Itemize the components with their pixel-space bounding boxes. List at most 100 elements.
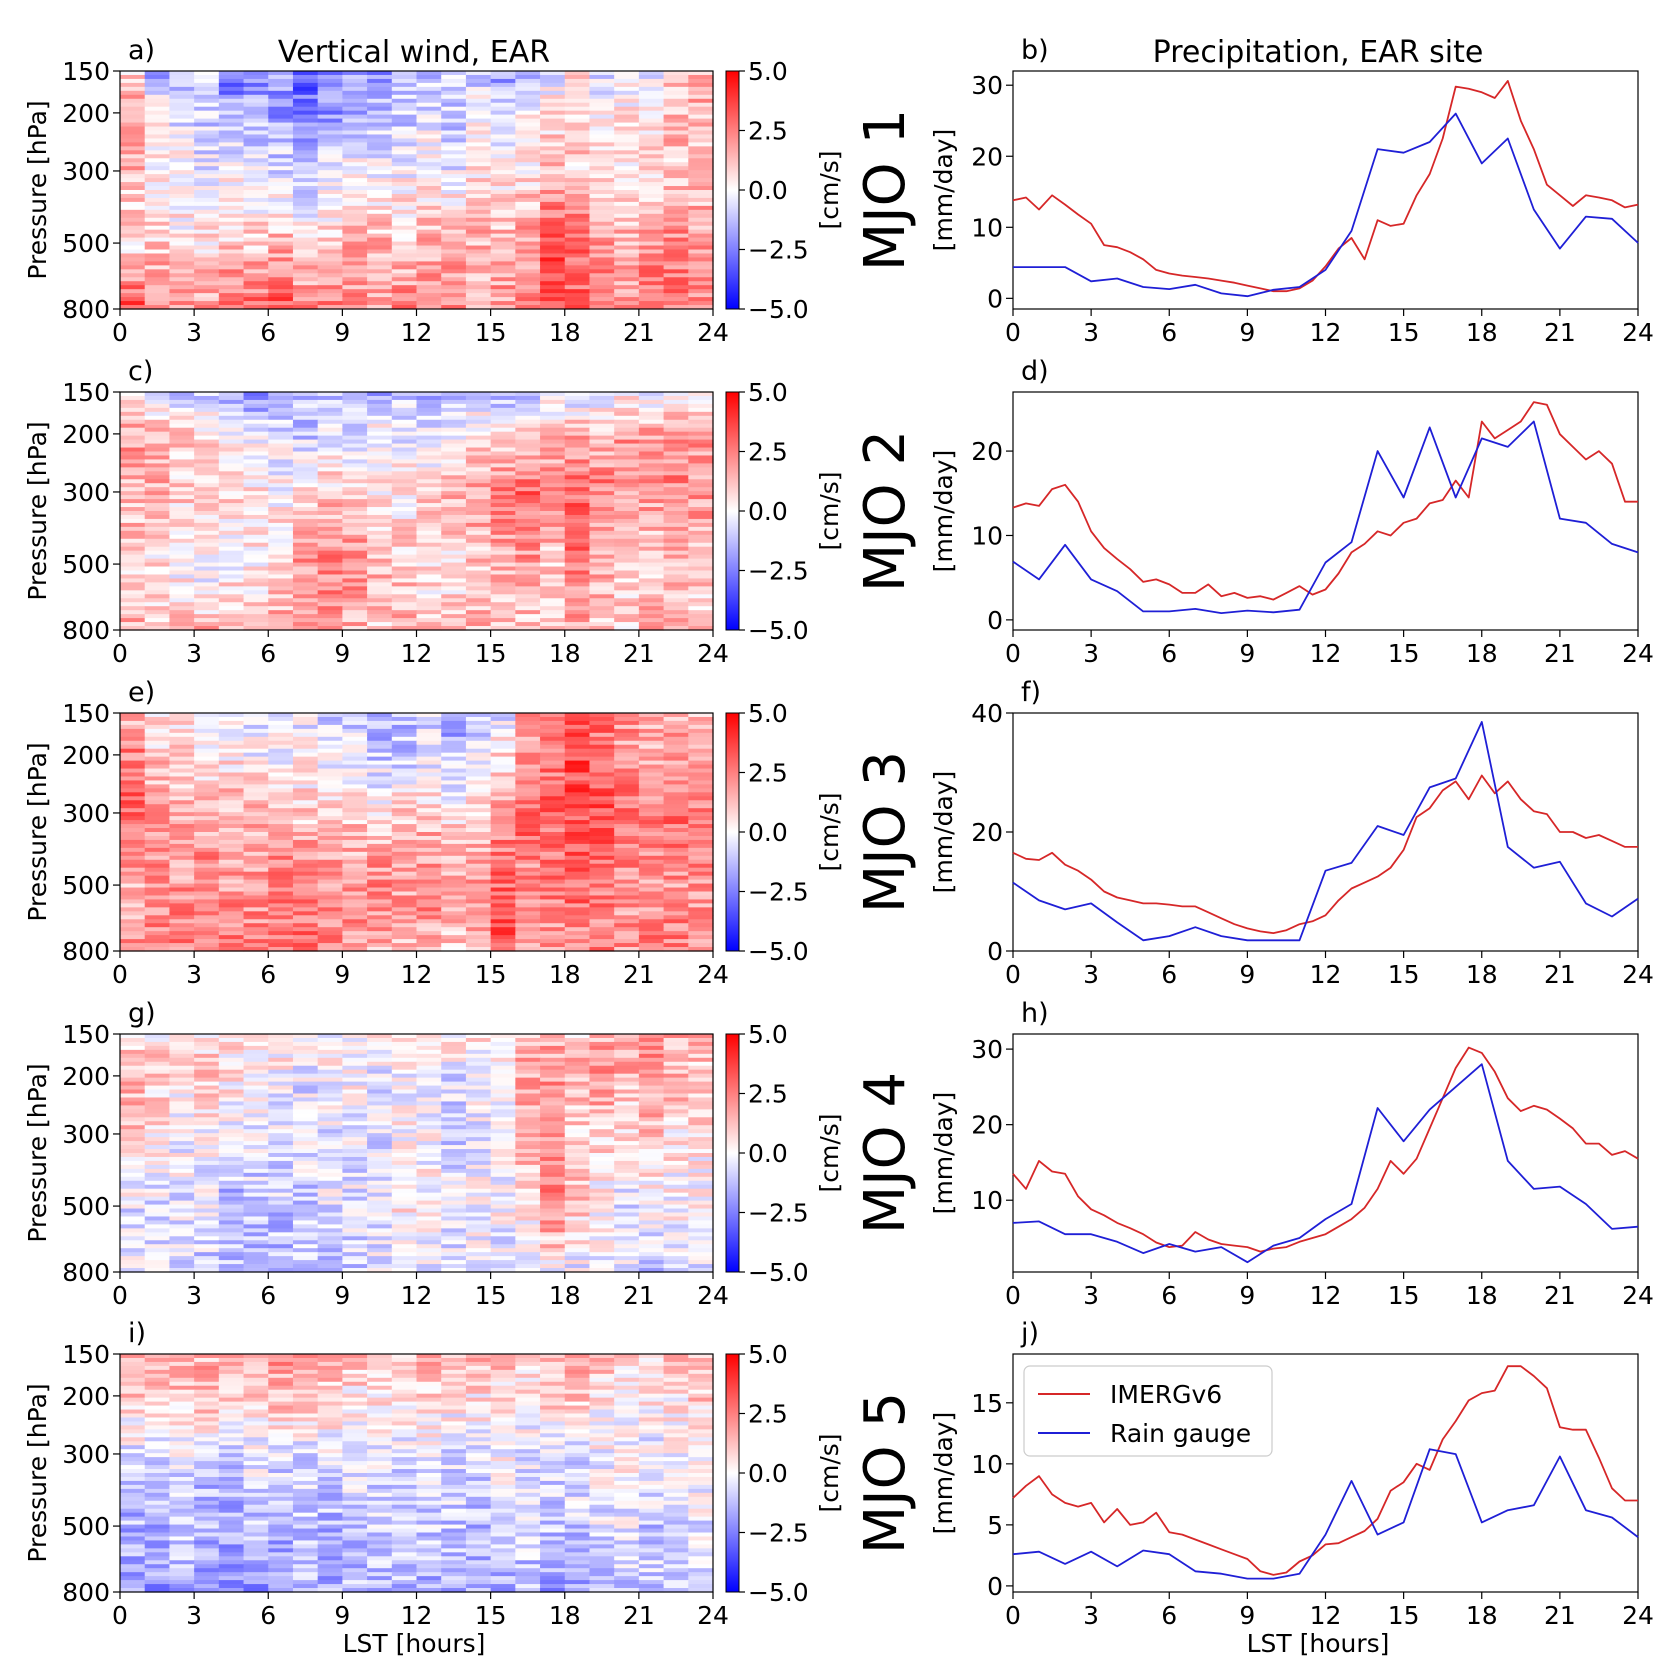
heatmap-cell <box>589 150 615 155</box>
heatmap-cell <box>292 471 319 476</box>
heatmap-cell <box>663 843 689 849</box>
heatmap-cell <box>663 201 689 207</box>
heatmap-cell <box>564 213 591 219</box>
heatmap-cell <box>638 293 665 298</box>
heatmap-cell <box>292 582 319 587</box>
heatmap-cell <box>391 1089 418 1095</box>
heatmap-cell <box>317 812 343 817</box>
heatmap-cell <box>144 233 171 239</box>
heatmap-cell <box>144 1093 171 1099</box>
heatmap-cell <box>317 514 343 520</box>
heatmap-cell <box>367 293 393 298</box>
line-y-axis-label: [mm/day] <box>929 771 958 894</box>
heatmap-cell <box>342 935 368 940</box>
heatmap-cell <box>540 281 566 286</box>
heatmap-cell <box>144 582 171 587</box>
heatmap-cell <box>367 851 393 857</box>
heatmap-cell <box>342 582 368 587</box>
heatmap-cell <box>490 835 516 841</box>
heatmap-cell <box>540 439 566 445</box>
heatmap-cell <box>391 626 418 631</box>
heatmap-cell <box>638 257 665 262</box>
heatmap-cell <box>292 403 319 409</box>
heatmap-cell <box>342 443 368 449</box>
heatmap-cell <box>120 891 146 897</box>
heatmap-cell <box>441 209 467 215</box>
heatmap-cell <box>243 142 269 147</box>
heatmap-cell <box>515 935 541 940</box>
heatmap-cell <box>391 752 418 758</box>
heatmap-cell <box>515 178 541 183</box>
heatmap-cell <box>564 289 591 294</box>
heatmap-cell <box>688 816 714 821</box>
heatmap-cell <box>243 245 269 251</box>
heatmap-cell <box>589 598 615 603</box>
heatmap-cell <box>342 1073 368 1079</box>
heatmap-cell <box>490 166 516 171</box>
heatmap-cell <box>465 491 492 496</box>
heatmap-cell <box>540 566 566 572</box>
heatmap-cell <box>218 90 245 96</box>
heatmap-cell <box>490 205 516 211</box>
heatmap-cell <box>292 875 319 881</box>
heatmap-cell <box>367 780 393 785</box>
heatmap-cell <box>564 392 591 397</box>
y-tick-label: 10 <box>971 213 1003 242</box>
heatmap-cell <box>416 907 442 912</box>
heatmap-cell <box>663 118 689 124</box>
heatmap-cell <box>416 514 442 520</box>
heatmap-cell <box>144 213 171 219</box>
heatmap-cell <box>465 265 492 270</box>
heatmap-cell <box>614 495 640 500</box>
heatmap-cell <box>540 768 566 774</box>
heatmap-cell <box>564 943 591 948</box>
heatmap-cell <box>169 154 195 159</box>
heatmap-cell <box>243 237 269 243</box>
heatmap-cell <box>490 209 516 215</box>
heatmap-cell <box>391 126 418 132</box>
heatmap-cell <box>688 891 714 897</box>
heatmap-cell <box>243 919 269 924</box>
heatmap-cell <box>614 796 640 801</box>
heatmap-cell <box>292 483 319 488</box>
heatmap-cell <box>243 562 269 568</box>
heatmap-cell <box>589 479 615 484</box>
heatmap-cell <box>540 626 566 631</box>
heatmap-cell <box>638 772 665 778</box>
heatmap-cell <box>465 871 492 877</box>
heatmap-cell <box>367 1065 393 1071</box>
heatmap-cell <box>465 277 492 282</box>
heatmap-cell <box>144 182 171 187</box>
heatmap-cell <box>663 190 689 195</box>
heatmap-cell <box>416 550 442 556</box>
heatmap-cell <box>441 915 467 920</box>
heatmap-cell <box>564 626 591 631</box>
heatmap-cell <box>144 158 171 163</box>
heatmap-cell <box>317 1053 343 1059</box>
heatmap-cell <box>688 804 714 809</box>
heatmap-cell <box>317 273 343 278</box>
heatmap-cell <box>194 407 220 413</box>
heatmap-cell <box>317 415 343 421</box>
heatmap-cell <box>194 832 220 837</box>
colorbar-tick-label: −2.5 <box>748 236 809 265</box>
heatmap-cell <box>589 467 615 472</box>
heatmap-cell <box>391 285 418 290</box>
heatmap-cell <box>194 744 220 750</box>
heatmap-cell <box>243 209 269 215</box>
heatmap-cell <box>441 455 467 461</box>
heatmap-cell <box>144 110 171 116</box>
heatmap-cell <box>391 566 418 572</box>
heatmap-cell <box>367 158 393 163</box>
heatmap-cell <box>564 606 591 611</box>
heatmap-cell <box>465 281 492 286</box>
heatmap-cell <box>589 71 615 76</box>
heatmap-cell <box>367 554 393 560</box>
heatmap-cell <box>589 736 615 742</box>
y-tick-label: 500 <box>62 229 110 258</box>
heatmap-cell <box>614 233 640 239</box>
heatmap-cell <box>540 883 566 889</box>
heatmap-cell <box>367 305 393 310</box>
heatmap-cell <box>688 899 714 904</box>
heatmap-cell <box>144 1069 171 1075</box>
